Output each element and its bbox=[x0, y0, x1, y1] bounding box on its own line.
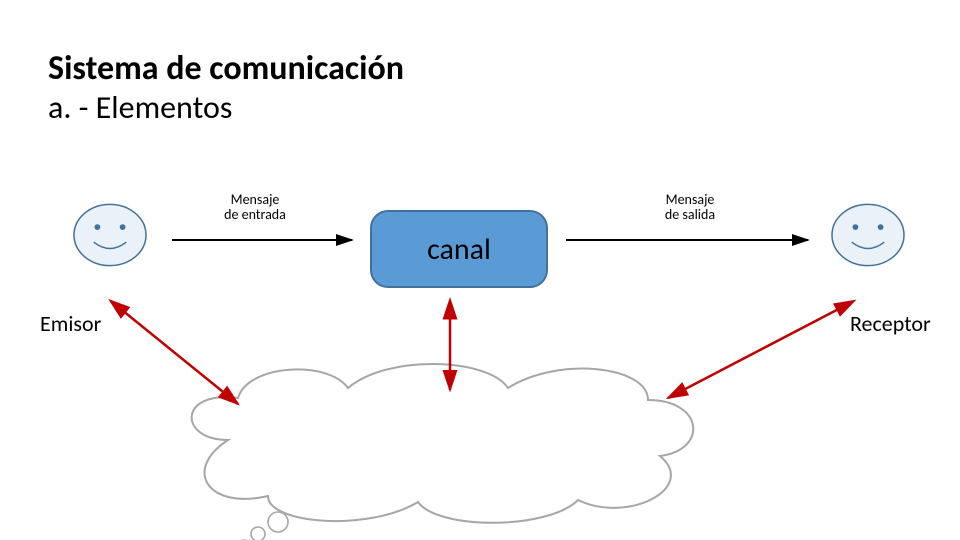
msg-in-label: Mensaje de entrada bbox=[205, 192, 305, 223]
page-title: Sistema de comunicación bbox=[48, 48, 404, 89]
emisor-label: Emisor bbox=[40, 310, 101, 337]
canal-node: canal bbox=[370, 210, 548, 288]
receptor-smiley-icon bbox=[832, 204, 904, 265]
msg-out-line2: de salida bbox=[665, 206, 715, 223]
receptor-label: Receptor bbox=[850, 310, 931, 337]
arrow-protocol-emisor bbox=[112, 302, 238, 404]
arrow-protocol-receptor bbox=[668, 302, 852, 398]
canal-label: canal bbox=[427, 231, 491, 268]
emisor-smiley-icon bbox=[74, 204, 146, 265]
msg-out-label: Mensaje de salida bbox=[640, 192, 740, 223]
msg-in-line2: de entrada bbox=[224, 206, 286, 223]
protocol-bold: Protocolo: bbox=[275, 425, 331, 440]
page-subtitle: a. - Elementos bbox=[48, 88, 232, 127]
protocol-text: Protocolo: Conjunto de reglas que permit… bbox=[275, 425, 595, 456]
